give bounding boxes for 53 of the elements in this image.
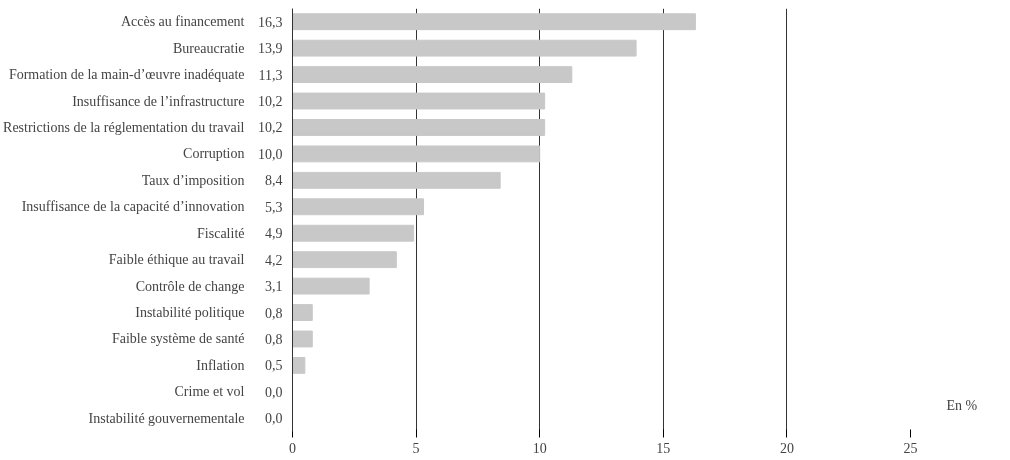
y-tick-label: Restrictions de la réglementation du travail (3, 119, 245, 135)
data-label: 5,3 (265, 199, 283, 215)
data-label: 10,2 (258, 94, 283, 110)
bar (292, 330, 313, 348)
bar (292, 277, 370, 295)
data-label: 0,0 (265, 411, 283, 427)
y-tick-label: Instabilité politique (135, 305, 245, 321)
bar (292, 92, 546, 110)
y-tick-label: Formation de la main-d’œuvre inadéquate (8, 67, 245, 83)
data-label: 16,3 (258, 14, 283, 30)
data-label: 10,0 (258, 146, 283, 162)
y-tick-label: Insuffisance de l’infrastructure (72, 93, 245, 109)
y-tick-label: Corruption (183, 146, 245, 162)
bar (292, 66, 573, 84)
bar (292, 13, 696, 31)
bar (292, 304, 313, 321)
data-label: 10,2 (258, 120, 283, 136)
data-label: 0,8 (265, 305, 283, 321)
bar (292, 39, 637, 57)
data-label: 11,3 (258, 67, 283, 83)
x-tick-label: 5 (412, 440, 420, 456)
bar (292, 251, 397, 269)
y-tick-label: Insuffisance de la capacité d’innovation (21, 199, 245, 215)
data-label: 8,4 (265, 173, 283, 189)
y-tick-label: Taux d’imposition (141, 172, 245, 188)
text: En % (946, 397, 978, 413)
bar (292, 145, 541, 163)
y-tick-label: Crime et vol (174, 384, 245, 400)
y-tick-label: Faible système de santé (111, 331, 245, 347)
data-label: 4,9 (265, 226, 283, 242)
y-tick-label: Faible éthique au travail (108, 252, 245, 268)
bar (292, 224, 415, 242)
y-tick-label: Accès au financement (120, 14, 245, 30)
x-tick-label: 10 (532, 440, 547, 456)
x-tick-label: 15 (656, 440, 671, 456)
x-tick-label: 20 (779, 440, 794, 456)
x-tick-label: 0 (289, 440, 296, 456)
bar (292, 171, 501, 189)
y-tick-label: Bureaucratie (172, 40, 245, 56)
data-label: 4,2 (265, 252, 283, 268)
y-tick-label: Fiscalité (197, 225, 245, 241)
x-tick-label: 25 (903, 440, 918, 456)
data-label: 13,9 (258, 41, 283, 57)
data-label: 0,5 (265, 358, 283, 374)
y-tick-label: Instabilité gouvernementale (88, 410, 245, 426)
data-label: 3,1 (265, 279, 283, 295)
data-label: 0,8 (265, 331, 283, 347)
data-label: 0,0 (265, 384, 283, 400)
bar (292, 119, 546, 136)
bar (292, 198, 425, 216)
y-tick-label: Inflation (196, 357, 245, 373)
y-tick-label: Contrôle de change (135, 278, 245, 294)
bar (292, 356, 306, 374)
